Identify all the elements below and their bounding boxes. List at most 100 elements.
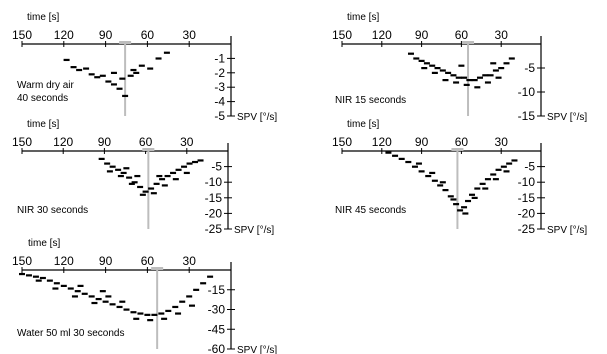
data-point xyxy=(471,79,478,82)
data-point xyxy=(19,272,25,276)
data-point xyxy=(95,297,102,301)
x-axis-title: time [s] xyxy=(347,119,379,130)
data-point xyxy=(105,80,112,83)
data-point xyxy=(423,62,430,65)
panel-label: Water 50 ml 30 seconds xyxy=(17,328,124,339)
y-axis-title: SPV [°/s] xyxy=(547,225,587,236)
data-point xyxy=(461,76,468,79)
x-tick-label: 60 xyxy=(139,135,153,149)
x-axis-title: time [s] xyxy=(27,12,59,23)
data-point xyxy=(461,206,468,209)
data-point xyxy=(133,71,140,74)
data-point xyxy=(133,317,140,320)
panel-label: 40 seconds xyxy=(17,93,68,104)
data-point xyxy=(46,279,53,282)
x-tick-label: 90 xyxy=(415,28,429,42)
data-point xyxy=(462,212,469,215)
data-point xyxy=(163,51,170,54)
data-point xyxy=(508,57,515,60)
y-tick-label: -60 xyxy=(208,342,226,354)
panel-label: NIR 30 seconds xyxy=(17,205,88,216)
data-point xyxy=(117,174,124,178)
x-tick-label: 120 xyxy=(54,28,74,42)
data-point xyxy=(207,275,214,278)
data-point xyxy=(63,58,70,62)
data-point xyxy=(110,83,117,86)
data-point xyxy=(429,64,436,67)
x-tick-label: 30 xyxy=(180,135,194,149)
data-point xyxy=(52,287,59,290)
data-point xyxy=(83,67,90,70)
y-tick-label: -10 xyxy=(518,85,536,99)
data-point xyxy=(134,174,141,178)
data-point xyxy=(445,71,452,74)
y-tick-label: -15 xyxy=(518,191,536,205)
data-point xyxy=(437,184,444,187)
data-point xyxy=(476,76,483,79)
data-point xyxy=(172,178,179,181)
data-point xyxy=(465,199,472,203)
data-point xyxy=(115,168,122,171)
data-point xyxy=(150,192,157,195)
y-tick-label: -15 xyxy=(205,191,223,205)
data-point xyxy=(442,79,449,82)
y-tick-label: -20 xyxy=(205,206,223,220)
x-tick-label: 90 xyxy=(415,135,429,149)
data-point xyxy=(484,81,491,84)
data-point xyxy=(442,189,449,192)
x-tick-label: 60 xyxy=(455,28,469,42)
data-point xyxy=(179,300,186,303)
data-point xyxy=(484,178,491,181)
data-point xyxy=(450,74,457,77)
data-point xyxy=(155,57,162,60)
x-tick-label: 30 xyxy=(495,28,509,42)
y-axis-title: SPV [°/s] xyxy=(547,112,587,123)
data-point xyxy=(439,181,446,184)
data-point xyxy=(453,81,460,84)
data-point xyxy=(88,73,95,76)
x-tick-label: 60 xyxy=(141,28,155,42)
y-tick-label: -25 xyxy=(205,222,223,236)
x-tick-label: 90 xyxy=(98,135,112,149)
data-point xyxy=(500,165,507,168)
x-tick-label: 150 xyxy=(332,28,352,42)
y-tick-label: -2 xyxy=(214,66,225,80)
data-point xyxy=(450,198,457,201)
x-tick-label: 90 xyxy=(99,254,113,268)
data-point xyxy=(418,170,425,173)
data-point xyxy=(466,79,473,82)
data-point xyxy=(411,165,418,168)
x-tick-label: 60 xyxy=(141,254,155,268)
panel-label: Warm dry air xyxy=(17,80,75,91)
data-point xyxy=(105,295,112,298)
data-point xyxy=(122,94,129,98)
panel-label: NIR 45 seconds xyxy=(335,205,406,216)
data-point xyxy=(170,171,177,175)
data-point xyxy=(104,162,111,165)
data-point xyxy=(425,174,432,178)
data-point xyxy=(144,313,151,316)
x-tick-label: 150 xyxy=(12,28,32,42)
y-tick-label: -45 xyxy=(208,322,226,336)
y-tick-label: -10 xyxy=(518,175,536,189)
data-point xyxy=(98,157,105,160)
x-tick-label: 120 xyxy=(54,254,74,268)
y-tick-label: -5 xyxy=(214,109,225,123)
data-point xyxy=(439,69,446,72)
x-tick-label: 150 xyxy=(332,135,352,149)
peak-marker-cap xyxy=(119,41,132,44)
data-point xyxy=(492,69,499,72)
x-tick-label: 120 xyxy=(372,135,392,149)
data-point xyxy=(181,165,188,168)
data-point xyxy=(109,303,116,306)
data-point xyxy=(175,168,182,171)
y-tick-label: -25 xyxy=(518,222,536,236)
chart-panel-3: time [s] 150 120 90 60 30 -5-10 -15-20 -25 SPV [°… xyxy=(12,119,274,236)
peak-marker-cap xyxy=(151,267,164,270)
data-point xyxy=(77,284,84,287)
data-point xyxy=(482,74,489,77)
peak-marker-cap xyxy=(451,148,464,151)
y-tick-label: -1 xyxy=(214,51,225,65)
data-point xyxy=(511,159,518,162)
data-point xyxy=(99,74,106,77)
